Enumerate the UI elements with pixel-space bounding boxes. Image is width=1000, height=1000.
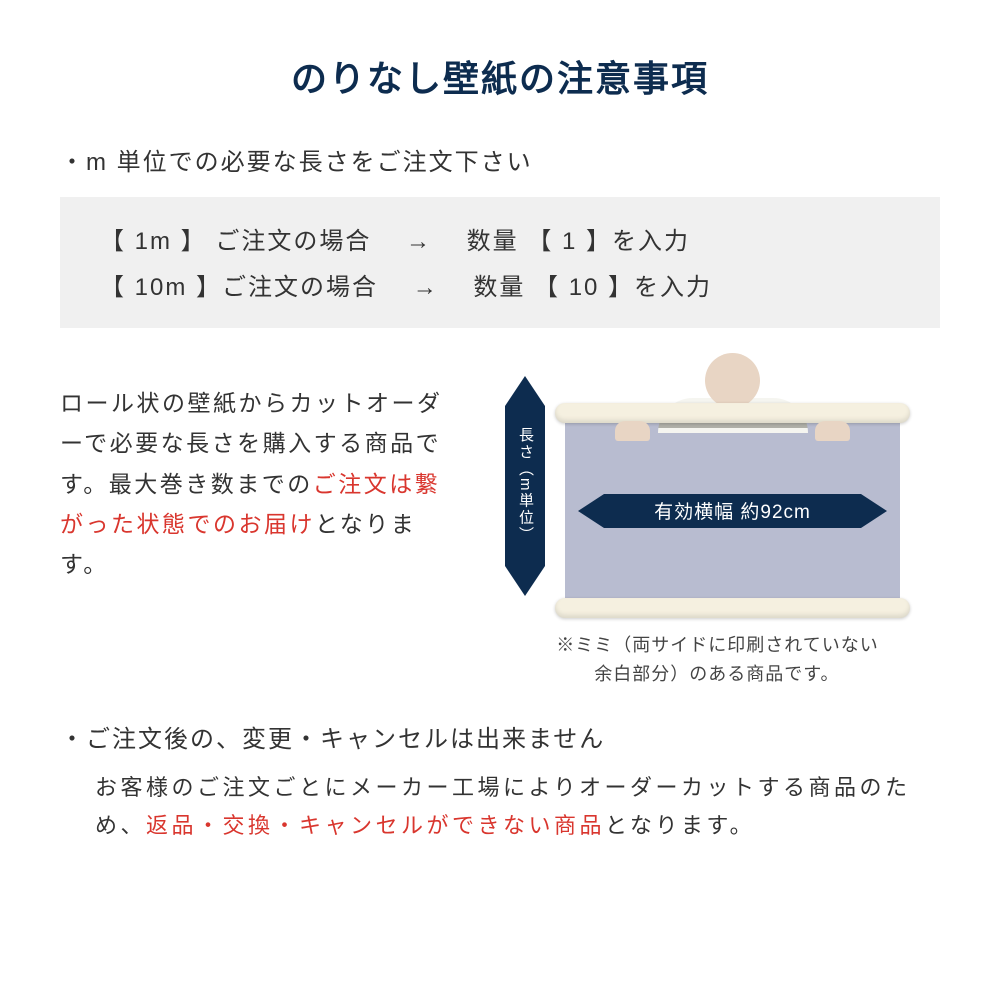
cancel-red: 返品・交換・キャンセルができない商品 bbox=[146, 813, 605, 838]
length-arrow-icon: 長さ（m単位） bbox=[505, 376, 545, 596]
hands-icon bbox=[555, 421, 910, 441]
length-label: 長さ（m単位） bbox=[505, 427, 545, 544]
wallpaper-graphic: 有効横幅 約92cm bbox=[555, 353, 910, 618]
order-example-row-1: 【 1m 】 ご注文の場合 → 数量 【 1 】を入力 bbox=[100, 219, 900, 265]
document-container: のりなし壁紙の注意事項 ・m 単位での必要な長さをご注文下さい 【 1m 】 ご… bbox=[0, 0, 1000, 876]
page-title: のりなし壁紙の注意事項 bbox=[60, 50, 940, 102]
person-icon bbox=[555, 353, 910, 408]
roll-bottom-icon bbox=[555, 598, 910, 618]
illustration-column: 長さ（m単位） bbox=[475, 353, 940, 689]
mimi-note-line2: 余白部分）のある商品です。 bbox=[556, 664, 839, 684]
mimi-note-line1: ※ミミ（両サイドに印刷されていない bbox=[556, 635, 878, 655]
mimi-note: ※ミミ（両サイドに印刷されていない 余白部分）のある商品です。 bbox=[536, 631, 878, 689]
bullet-no-cancel: ・ご注文後の、変更・キャンセルは出来ません bbox=[60, 719, 940, 754]
wallpaper-illustration: 長さ（m単位） bbox=[505, 353, 910, 618]
order-example-row-2: 【 10m 】ご注文の場合 → 数量 【 10 】を入力 bbox=[100, 265, 900, 311]
no-cancel-description: お客様のご注文ごとにメーカー工場によりオーダーカットする商品のため、返品・交換・… bbox=[60, 769, 940, 846]
order-example-box: 【 1m 】 ご注文の場合 → 数量 【 1 】を入力 【 10m 】ご注文の場… bbox=[60, 197, 940, 328]
cancel-after: となります。 bbox=[605, 813, 755, 838]
roll-top-icon bbox=[555, 403, 910, 423]
width-label: 有効横幅 約92cm bbox=[604, 494, 860, 528]
bullet-order-instruction: ・m 単位での必要な長さをご注文下さい bbox=[60, 142, 940, 177]
width-arrow-icon: 有効横幅 約92cm bbox=[578, 494, 886, 528]
wallpaper-sheet: 有効横幅 約92cm bbox=[565, 423, 900, 598]
cut-order-description: ロール状の壁紙からカットオーダーで必要な長さを購入する商品です。最大巻き数までの… bbox=[60, 353, 455, 584]
middle-section: ロール状の壁紙からカットオーダーで必要な長さを購入する商品です。最大巻き数までの… bbox=[60, 353, 940, 689]
